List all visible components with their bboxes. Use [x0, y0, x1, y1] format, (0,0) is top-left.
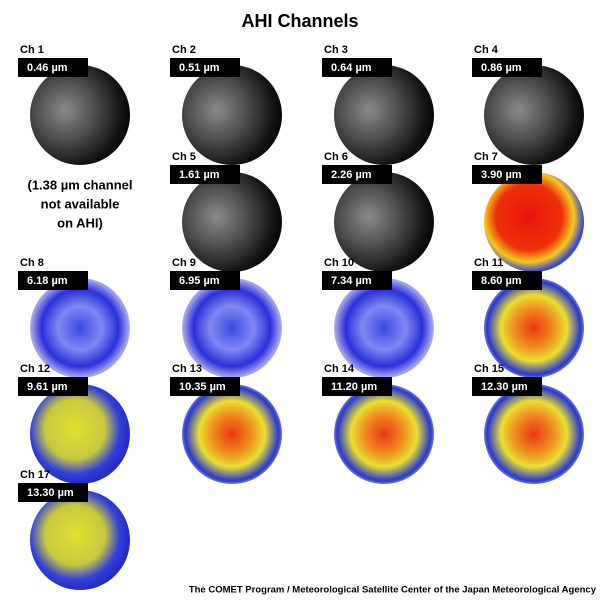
- wavelength: 8.60 µm: [481, 275, 522, 287]
- wavelength-box: [472, 165, 542, 184]
- channel-label: Ch 15: [474, 363, 504, 375]
- wavelength: 0.64 µm: [331, 62, 372, 74]
- channel-label: Ch 14: [324, 363, 355, 375]
- channel-label: Ch 6: [324, 151, 348, 163]
- satellite-disk: [182, 172, 282, 272]
- channel-label: Ch 9: [172, 257, 196, 269]
- wavelength-box: [472, 377, 542, 396]
- wavelength-box: [472, 58, 542, 77]
- wavelength: 0.51 µm: [179, 62, 220, 74]
- wavelength-box: [322, 58, 392, 77]
- satellite-disk: [30, 65, 130, 165]
- satellite-disk: [334, 384, 434, 484]
- channel-label: Ch 5: [172, 151, 196, 163]
- channel-label: Ch 8: [20, 257, 44, 269]
- channel-label: Ch 3: [324, 44, 348, 56]
- wavelength: 6.95 µm: [179, 275, 220, 287]
- satellite-disk: [30, 278, 130, 378]
- wavelength: 0.46 µm: [27, 62, 68, 74]
- wavelength-box: [170, 58, 240, 77]
- wavelength: 2.26 µm: [331, 169, 372, 181]
- wavelength: 13.30 µm: [27, 487, 74, 499]
- channel-label: Ch 17: [20, 469, 50, 481]
- wavelength-box: [170, 271, 240, 290]
- wavelength: 1.61 µm: [179, 169, 220, 181]
- wavelength: 12.30 µm: [481, 381, 528, 393]
- wavelength: 7.34 µm: [331, 275, 372, 287]
- channel-label: Ch 4: [474, 44, 499, 56]
- satellite-disk: [334, 65, 434, 165]
- satellite-disk: [182, 65, 282, 165]
- credit: The COMET Program / Meteorological Satel…: [189, 585, 597, 596]
- wavelength-box: [322, 165, 392, 184]
- satellite-disk: [484, 172, 584, 272]
- channel-label: Ch 1: [20, 44, 44, 56]
- channel-label: Ch 10: [324, 257, 354, 269]
- note: (1.38 µm channel: [27, 177, 132, 192]
- title: AHI Channels: [241, 11, 358, 31]
- note: not available: [41, 196, 120, 211]
- satellite-disk: [484, 65, 584, 165]
- wavelength: 0.86 µm: [481, 62, 522, 74]
- wavelength-box: [322, 377, 392, 396]
- wavelength-box: [170, 165, 240, 184]
- wavelength-box: [170, 377, 240, 396]
- channel-label: Ch 13: [172, 363, 202, 375]
- wavelength: 11.20 µm: [331, 381, 377, 393]
- wavelength-box: [18, 58, 88, 77]
- wavelength: 6.18 µm: [27, 275, 68, 287]
- wavelength: 9.61 µm: [27, 381, 68, 393]
- wavelength-box: [18, 377, 88, 396]
- note: on AHI): [57, 215, 103, 230]
- satellite-disk: [484, 278, 584, 378]
- satellite-disk: [30, 490, 130, 590]
- channel-label: Ch 11: [474, 257, 503, 269]
- wavelength-box: [18, 271, 88, 290]
- channel-label: Ch 2: [172, 44, 196, 56]
- channel-label: Ch 12: [20, 363, 50, 375]
- satellite-disk: [182, 384, 282, 484]
- satellite-disk: [334, 278, 434, 378]
- satellite-disk: [484, 384, 584, 484]
- satellite-disk: [334, 172, 434, 272]
- wavelength-box: [472, 271, 542, 290]
- wavelength-box: [322, 271, 392, 290]
- satellite-disk: [30, 384, 130, 484]
- channel-label: Ch 7: [474, 151, 498, 163]
- wavelength: 10.35 µm: [179, 381, 226, 393]
- wavelength: 3.90 µm: [481, 169, 522, 181]
- satellite-disk: [182, 278, 282, 378]
- wavelength-box: [18, 483, 88, 502]
